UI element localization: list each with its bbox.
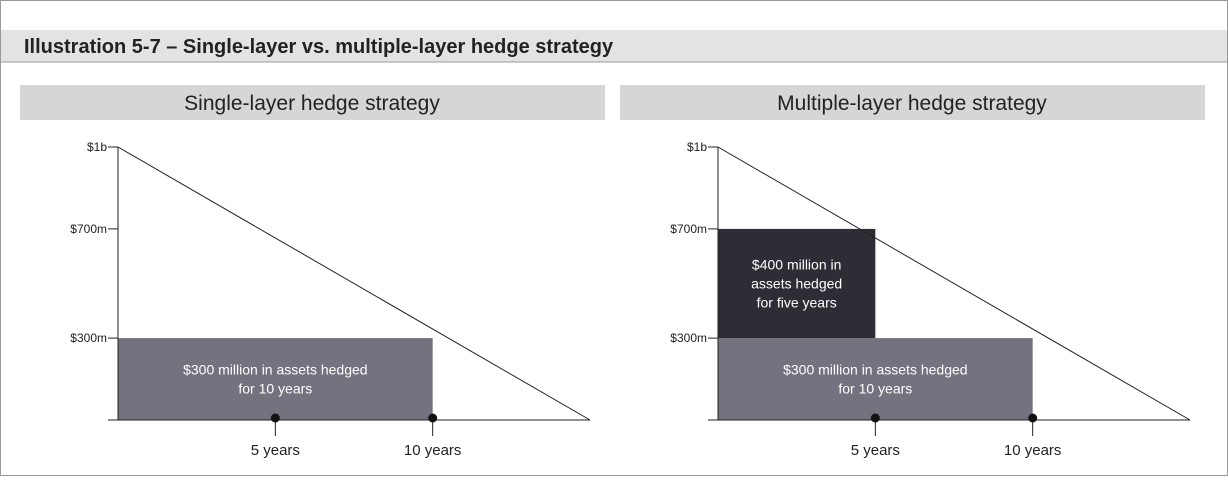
x-tick-label: 10 years xyxy=(404,442,462,459)
panel-title: Single-layer hedge strategy xyxy=(184,92,440,115)
title-bar xyxy=(1,30,1227,62)
y-tick-label: $700m xyxy=(70,222,107,236)
hedge-layer xyxy=(118,338,433,420)
layer-label: assets hedged xyxy=(751,276,842,292)
panel-title-bar xyxy=(620,85,1205,120)
layer-label: $300 million in assets hedged xyxy=(183,362,367,378)
layer-label: for five years xyxy=(757,295,837,311)
layer-label: for 10 years xyxy=(838,381,912,397)
x-tick-dot xyxy=(870,413,880,423)
y-tick-label: $1b xyxy=(87,140,107,154)
x-tick-dot xyxy=(270,413,280,423)
panel-title-bar xyxy=(20,85,605,120)
y-tick-label: $1b xyxy=(687,140,707,154)
hedge-layer xyxy=(718,338,1033,420)
layer-label: for 10 years xyxy=(238,381,312,397)
exposure-line xyxy=(717,146,1191,421)
panel-title: Multiple-layer hedge strategy xyxy=(777,92,1047,115)
title: Illustration 5-7 – Single-layer vs. mult… xyxy=(24,36,614,58)
hedge-layer xyxy=(718,228,876,339)
x-tick-label: 5 years xyxy=(251,442,300,459)
x-tick-dot xyxy=(1028,413,1038,423)
x-tick-label: 10 years xyxy=(1004,442,1062,459)
y-tick-label: $300m xyxy=(70,331,107,345)
x-tick-dot xyxy=(428,413,438,423)
x-tick-label: 5 years xyxy=(851,442,900,459)
exposure-line xyxy=(117,146,591,421)
y-tick-label: $700m xyxy=(670,222,707,236)
layer-label: $400 million in xyxy=(752,257,842,273)
y-tick-label: $300m xyxy=(670,331,707,345)
layer-label: $300 million in assets hedged xyxy=(783,362,967,378)
